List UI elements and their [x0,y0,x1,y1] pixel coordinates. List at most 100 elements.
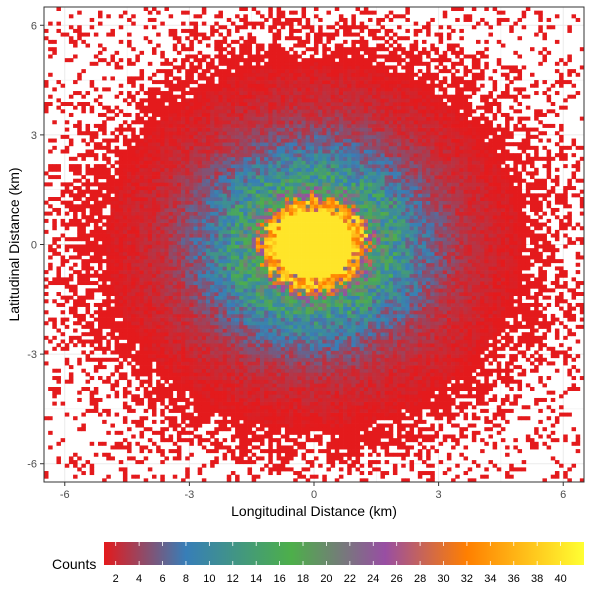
heatmap-bin [218,346,223,351]
heatmap-bin [160,394,165,399]
heatmap-bin [260,197,265,201]
heatmap-bin [147,397,153,402]
heatmap-bin [181,28,186,33]
heatmap-bin [114,50,120,55]
heatmap-bin [102,175,107,180]
heatmap-bin [226,244,232,249]
heatmap-bin [193,376,199,381]
heatmap-bin [214,200,219,205]
heatmap-bin [247,76,253,81]
heatmap-bin [118,251,124,256]
heatmap-bin [122,324,128,329]
heatmap-bin [280,306,286,311]
heatmap-bin [164,94,169,99]
heatmap-bin [251,445,257,450]
heatmap-bin [230,131,236,136]
heatmap-bin [156,328,161,333]
heatmap-bin [118,65,124,70]
heatmap-bin [214,438,219,443]
heatmap-bin [160,237,165,242]
heatmap-bin [160,204,165,209]
heatmap-bin [251,83,257,88]
heatmap-bin [118,445,124,450]
heatmap-bin [127,361,132,366]
heatmap-bin [48,430,53,435]
heatmap-bin [210,222,215,227]
heatmap-bin [210,32,215,37]
heatmap-bin [230,178,236,183]
heatmap-bin [156,335,161,340]
heatmap-bin [214,317,219,322]
heatmap-bin [260,310,265,315]
heatmap-bin [44,321,49,326]
heatmap-bin [239,244,244,249]
heatmap-bin [127,229,132,234]
heatmap-bin [85,32,91,37]
heatmap-bin [214,346,219,351]
heatmap-bin [114,233,120,238]
heatmap-bin [77,153,82,158]
heatmap-bin [235,207,240,212]
heatmap-bin [127,233,132,238]
heatmap-bin [222,361,228,366]
heatmap-bin [172,295,178,300]
heatmap-bin [168,226,174,231]
heatmap-bin [152,127,157,132]
heatmap-bin [68,207,74,212]
heatmap-bin [147,273,153,278]
heatmap-bin [127,102,132,106]
heatmap-bin [260,350,265,355]
heatmap-bin [247,332,253,337]
heatmap-bin [68,164,74,169]
heatmap-bin [251,21,257,26]
heatmap-bin [52,226,57,231]
heatmap-bin [280,215,286,220]
heatmap-bin [218,339,223,344]
heatmap-bin [52,167,57,172]
heatmap-bin [189,251,194,256]
heatmap-bin [143,317,149,322]
heatmap-bin [268,116,273,121]
heatmap-bin [172,266,178,271]
heatmap-bin [172,83,178,88]
heatmap-bin [193,149,199,154]
heatmap-bin [276,47,282,52]
heatmap-bin [68,310,74,315]
heatmap-bin [160,251,165,256]
heatmap-bin [77,28,82,33]
heatmap-bin [118,328,124,333]
heatmap-bin [185,339,190,344]
heatmap-bin [131,292,136,296]
heatmap-bin [152,91,157,96]
heatmap-bin [185,237,190,242]
heatmap-bin [127,207,132,212]
heatmap-bin [106,240,111,245]
heatmap-bin [168,255,174,260]
heatmap-bin [139,306,145,311]
heatmap-bin [135,244,140,249]
heatmap-bin [222,416,228,421]
heatmap-bin [268,171,273,176]
heatmap-bin [218,310,223,315]
heatmap-bin [218,58,223,63]
heatmap-bin [247,32,253,37]
heatmap-bin [255,21,261,26]
heatmap-bin [98,306,103,311]
heatmap-bin [164,105,169,110]
heatmap-bin [268,401,273,406]
heatmap-bin [127,32,132,37]
heatmap-bin [122,226,128,231]
heatmap-bin [114,240,120,245]
heatmap-bin [160,372,165,377]
heatmap-bin [272,387,277,391]
heatmap-bin [189,452,194,457]
heatmap-bin [185,149,190,154]
heatmap-bin [210,339,215,344]
heatmap-bin [235,376,240,381]
heatmap-bin [168,416,174,421]
heatmap-bin [226,17,232,22]
heatmap-bin [218,427,223,432]
heatmap-bin [235,244,240,249]
heatmap-bin [48,102,53,106]
heatmap-bin [197,339,203,344]
